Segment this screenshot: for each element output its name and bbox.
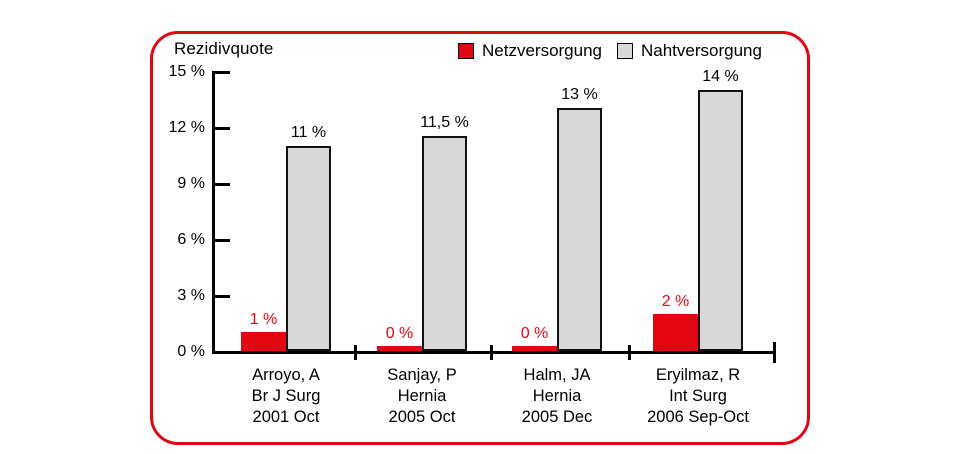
x-axis-separator-tick xyxy=(489,345,493,360)
category-label-line: Br J Surg xyxy=(251,387,321,405)
category-label-line: Eryilmaz, R xyxy=(655,366,741,384)
category-label-line: Sanjay, P xyxy=(387,366,457,384)
category-label-line: Int Surg xyxy=(669,387,727,405)
category-label: Halm, JA Hernia 2005 Dec xyxy=(472,365,642,428)
bar-nahtversorgung xyxy=(557,108,602,351)
plot-area: Rezidivquote Netzversorgung Nahtversorgu… xyxy=(153,34,807,442)
category-label-line: Halm, JA xyxy=(523,366,591,384)
category-label-line: Hernia xyxy=(397,387,447,405)
y-axis-tick xyxy=(215,295,230,298)
bar-netzversorgung xyxy=(241,332,286,351)
y-tick-label: 0 % xyxy=(177,343,205,360)
bar-value-label-nahtversorgung: 11 % xyxy=(290,124,327,141)
bar-netzversorgung xyxy=(377,346,422,351)
category-label: Eryilmaz, R Int Surg 2006 Sep-Oct xyxy=(613,365,783,428)
legend-swatch-nahtversorgung-icon xyxy=(617,43,633,59)
y-axis-tick xyxy=(215,183,230,186)
y-tick-label: 6 % xyxy=(177,231,205,248)
bar-value-label-netzversorgung: 0 % xyxy=(520,325,549,342)
y-axis-line xyxy=(212,71,215,354)
x-axis-end-tick xyxy=(773,342,776,363)
bar-nahtversorgung xyxy=(698,90,743,351)
category-label-line: 2006 Sep-Oct xyxy=(647,408,749,426)
chart-title: Rezidivquote xyxy=(174,39,274,58)
y-tick-label: 15 % xyxy=(168,63,205,80)
bar-value-label-netzversorgung: 0 % xyxy=(385,325,414,342)
y-tick-label: 3 % xyxy=(177,287,205,304)
category-label-line: 2005 Oct xyxy=(388,408,456,426)
category-label-line: 2001 Oct xyxy=(252,408,320,426)
bar-value-label-netzversorgung: 1 % xyxy=(249,311,278,328)
x-axis-separator-tick xyxy=(627,345,631,360)
legend-label-nahtversorgung: Nahtversorgung xyxy=(641,41,762,60)
legend-item-nahtversorgung: Nahtversorgung xyxy=(617,41,762,61)
category-label: Arroyo, A Br J Surg 2001 Oct xyxy=(201,365,371,428)
category-label: Sanjay, P Hernia 2005 Oct xyxy=(337,365,507,428)
bar-value-label-nahtversorgung: 14 % xyxy=(702,68,739,85)
y-tick-label: 9 % xyxy=(177,175,205,192)
bar-netzversorgung xyxy=(653,314,698,351)
bar-nahtversorgung xyxy=(286,146,331,351)
x-axis-separator-tick xyxy=(354,345,357,360)
category-label-line: Arroyo, A xyxy=(252,366,320,384)
legend-swatch-netzversorgung-icon xyxy=(458,43,474,59)
legend-label-netzversorgung: Netzversorgung xyxy=(482,41,603,60)
bar-value-label-nahtversorgung: 11,5 % xyxy=(420,114,469,131)
legend-item-netzversorgung: Netzversorgung xyxy=(458,41,602,61)
bar-value-label-netzversorgung: 2 % xyxy=(661,293,690,310)
category-label-line: Hernia xyxy=(532,387,582,405)
bar-nahtversorgung xyxy=(422,136,467,351)
y-axis-tick xyxy=(215,71,230,74)
y-axis-tick xyxy=(215,239,230,242)
chart-frame: Rezidivquote Netzversorgung Nahtversorgu… xyxy=(150,31,810,445)
y-tick-label: 12 % xyxy=(168,119,205,136)
category-label-line: 2005 Dec xyxy=(521,408,593,426)
x-axis-line xyxy=(212,351,776,354)
y-axis-tick xyxy=(215,127,230,130)
bar-value-label-nahtversorgung: 13 % xyxy=(561,86,598,103)
bar-netzversorgung xyxy=(512,346,557,351)
